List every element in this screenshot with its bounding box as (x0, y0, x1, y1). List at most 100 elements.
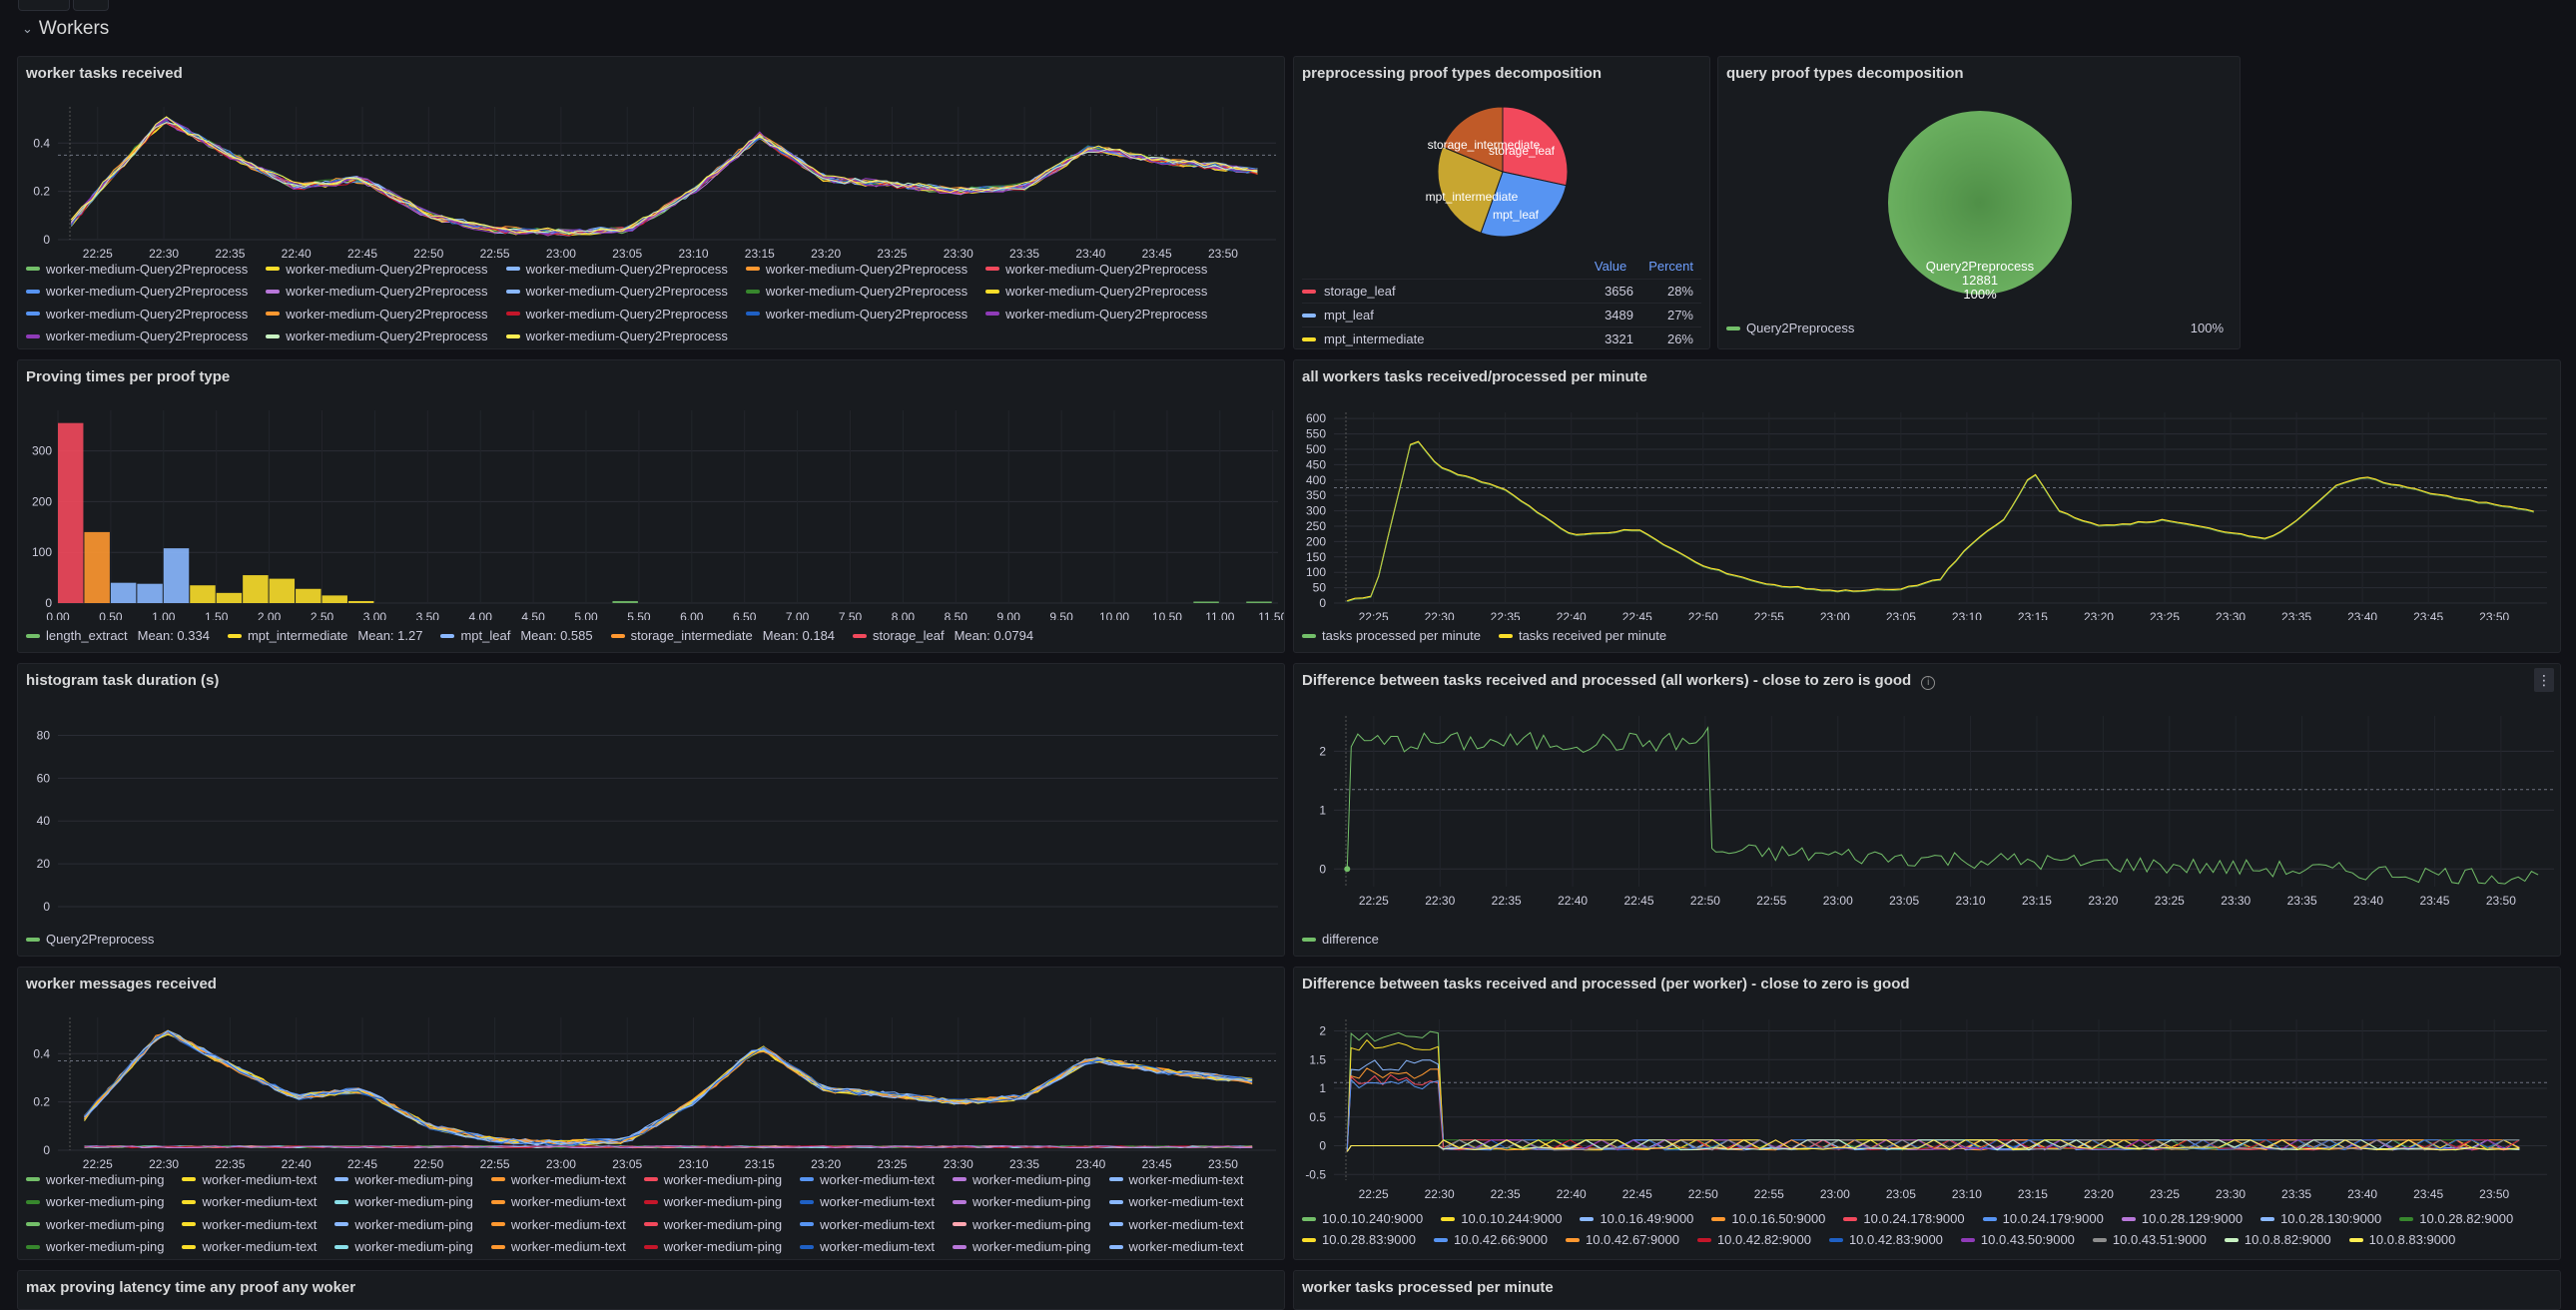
legend-item[interactable]: worker-medium-text (490, 1239, 626, 1256)
panel-menu-icon[interactable]: ⋮ (2534, 668, 2554, 692)
x-tick-label: 23:05 (1886, 610, 1916, 620)
legend-item[interactable]: worker-medium-ping (26, 1171, 164, 1188)
legend-item[interactable]: worker-medium-text (1108, 1171, 1243, 1188)
x-tick-label: 22:55 (1756, 894, 1786, 908)
legend-item[interactable]: worker-medium-Query2Preprocess (505, 328, 728, 345)
legend-item[interactable]: worker-medium-ping (26, 1194, 164, 1211)
time-series-chart[interactable]: 0 0.2 0.4 22:25 22:30 22:35 22:40 22:45 22:50 22:… (18, 1007, 1285, 1227)
legend-item[interactable]: worker-medium-ping (334, 1171, 473, 1188)
legend-item[interactable]: 10.0.42.82:9000 (1696, 1232, 1811, 1247)
legend-item[interactable]: worker-medium-text (1108, 1194, 1243, 1211)
legend-item[interactable]: worker-medium-text (800, 1194, 935, 1211)
legend-item[interactable]: worker-medium-text (1108, 1216, 1243, 1233)
legend-item[interactable]: 10.0.43.50:9000 (1960, 1232, 2075, 1247)
pie-chart[interactable]: Query2Preprocess 12881 100% (1718, 97, 2241, 307)
legend-item[interactable]: worker-medium-Query2Preprocess (26, 328, 248, 345)
legend-item[interactable]: worker-medium-text (800, 1171, 935, 1188)
legend-item[interactable]: worker-medium-text (182, 1216, 317, 1233)
toolbar-button[interactable] (18, 0, 70, 11)
legend-item[interactable]: worker-medium-ping (643, 1171, 782, 1188)
legend-item[interactable]: 10.0.16.50:9000 (1711, 1211, 1825, 1226)
legend-item[interactable]: 10.0.28.129:9000 (2121, 1211, 2243, 1226)
legend-item[interactable]: worker-medium-Query2Preprocess (505, 306, 728, 323)
legend-item[interactable]: worker-medium-Query2Preprocess (505, 261, 728, 278)
legend-item[interactable]: storage_intermediate Mean: 0.184 (610, 628, 835, 643)
value-column-header[interactable]: Value (1594, 259, 1627, 274)
histogram-chart[interactable]: 0 20 40 60 80 (18, 704, 1285, 924)
time-series-chart[interactable]: -0.5 0 0.5 1 1.5 2 22:25 22:30 22:35 22:40 22:45 22… (1294, 1007, 2561, 1207)
legend-item[interactable]: 10.0.42.66:9000 (1433, 1232, 1548, 1247)
legend-item[interactable]: worker-medium-Query2Preprocess (266, 306, 488, 323)
legend-item[interactable]: worker-medium-text (1108, 1239, 1243, 1256)
legend-item[interactable]: worker-medium-Query2Preprocess (266, 261, 488, 278)
row-header-workers[interactable]: ⌄ Workers (22, 18, 109, 40)
legend-item[interactable]: worker-medium-text (490, 1194, 626, 1211)
pie-chart[interactable]: storage_intermediatestorage_leafmpt_inte… (1294, 97, 1710, 297)
legend-item[interactable]: 10.0.10.240:9000 (1302, 1211, 1423, 1226)
legend-item[interactable]: mpt_intermediate Mean: 1.27 (227, 628, 422, 643)
legend-item[interactable]: Query2Preprocess (26, 932, 154, 947)
legend-item[interactable]: worker-medium-Query2Preprocess (745, 306, 967, 323)
legend-item[interactable]: worker-medium-ping (953, 1239, 1091, 1256)
legend-item[interactable]: 10.0.8.83:9000 (2348, 1232, 2455, 1247)
legend-item[interactable]: worker-medium-text (490, 1216, 626, 1233)
legend-item[interactable]: worker-medium-ping (334, 1239, 473, 1256)
legend-item[interactable]: 10.0.28.130:9000 (2260, 1211, 2381, 1226)
legend-item[interactable]: worker-medium-text (490, 1171, 626, 1188)
legend-item[interactable]: 10.0.43.51:9000 (2092, 1232, 2207, 1247)
legend-item[interactable]: tasks received per minute (1498, 628, 1666, 643)
legend-item[interactable]: 10.0.16.49:9000 (1580, 1211, 1693, 1226)
time-series-chart[interactable]: 0 1 2 22:25 22:30 22:35 22:40 22:45 22:50 22:55 23… (1294, 704, 2561, 924)
legend-item[interactable]: worker-medium-ping (26, 1239, 164, 1256)
legend-item[interactable]: worker-medium-ping (643, 1239, 782, 1256)
legend-item[interactable]: worker-medium-Query2Preprocess (985, 261, 1207, 278)
legend-item[interactable]: worker-medium-ping (643, 1194, 782, 1211)
legend-item[interactable]: worker-medium-ping (953, 1216, 1091, 1233)
legend-item[interactable]: difference (1302, 932, 1379, 947)
legend-item[interactable]: worker-medium-text (800, 1239, 935, 1256)
bar-chart[interactable]: 0 100 200 300 0.00 0.50 1.00 1.50 2.00 2.50 3.00 3.… (18, 400, 1285, 620)
legend-item[interactable]: worker-medium-ping (26, 1216, 164, 1233)
legend-item[interactable]: worker-medium-ping (953, 1194, 1091, 1211)
legend-item[interactable]: worker-medium-Query2Preprocess (505, 284, 728, 301)
legend-item[interactable]: 10.0.42.67:9000 (1565, 1232, 1679, 1247)
legend-item[interactable]: worker-medium-Query2Preprocess (26, 284, 248, 301)
legend-item[interactable]: storage_leaf Mean: 0.0794 (853, 628, 1033, 643)
legend-item[interactable]: worker-medium-Query2Preprocess (745, 284, 967, 301)
time-series-chart[interactable]: 0 0.2 0.4 22:25 22:30 22:35 22:40 22:45 22:50 22:… (18, 97, 1285, 317)
legend-item[interactable]: worker-medium-text (182, 1239, 317, 1256)
legend-item[interactable]: length_extract Mean: 0.334 (26, 628, 210, 643)
legend-item[interactable]: 10.0.10.244:9000 (1441, 1211, 1562, 1226)
legend-item[interactable]: mpt_leaf Mean: 0.585 (440, 628, 593, 643)
info-icon[interactable]: i (1921, 676, 1936, 690)
toolbar-button[interactable] (73, 0, 109, 11)
legend-item[interactable]: worker-medium-Query2Preprocess (745, 261, 967, 278)
legend-item[interactable]: worker-medium-Query2Preprocess (266, 328, 488, 345)
legend-item[interactable]: Query2Preprocess (1726, 321, 1854, 335)
legend-item[interactable]: 10.0.24.179:9000 (1982, 1211, 2104, 1226)
legend-item[interactable]: 10.0.42.83:9000 (1828, 1232, 1943, 1247)
legend-item[interactable]: worker-medium-ping (334, 1194, 473, 1211)
pie-legend-row[interactable]: mpt_intermediate 3321 26% (1302, 327, 1701, 348)
pie-slice[interactable] (1888, 111, 2072, 295)
legend-item[interactable]: worker-medium-ping (334, 1216, 473, 1233)
legend-item[interactable]: 10.0.24.178:9000 (1843, 1211, 1965, 1226)
legend-item[interactable]: 10.0.8.82:9000 (2224, 1232, 2331, 1247)
legend-item[interactable]: worker-medium-Query2Preprocess (985, 284, 1207, 301)
legend-item[interactable]: 10.0.28.83:9000 (1302, 1232, 1416, 1247)
percent-column-header[interactable]: Percent (1648, 259, 1693, 274)
legend-item[interactable]: tasks processed per minute (1302, 628, 1481, 643)
pie-legend-row[interactable]: storage_leaf 3656 28% (1302, 279, 1701, 303)
legend-item[interactable]: worker-medium-ping (643, 1216, 782, 1233)
legend-item[interactable]: worker-medium-text (800, 1216, 935, 1233)
legend-item[interactable]: 10.0.28.82:9000 (2399, 1211, 2513, 1226)
pie-legend-row[interactable]: mpt_leaf 3489 27% (1302, 303, 1701, 327)
legend-item[interactable]: worker-medium-Query2Preprocess (26, 261, 248, 278)
legend-item[interactable]: worker-medium-Query2Preprocess (985, 306, 1207, 323)
legend-item[interactable]: worker-medium-Query2Preprocess (26, 306, 248, 323)
legend-item[interactable]: worker-medium-text (182, 1171, 317, 1188)
legend-item[interactable]: worker-medium-Query2Preprocess (266, 284, 488, 301)
legend-item[interactable]: worker-medium-text (182, 1194, 317, 1211)
legend-item[interactable]: worker-medium-ping (953, 1171, 1091, 1188)
